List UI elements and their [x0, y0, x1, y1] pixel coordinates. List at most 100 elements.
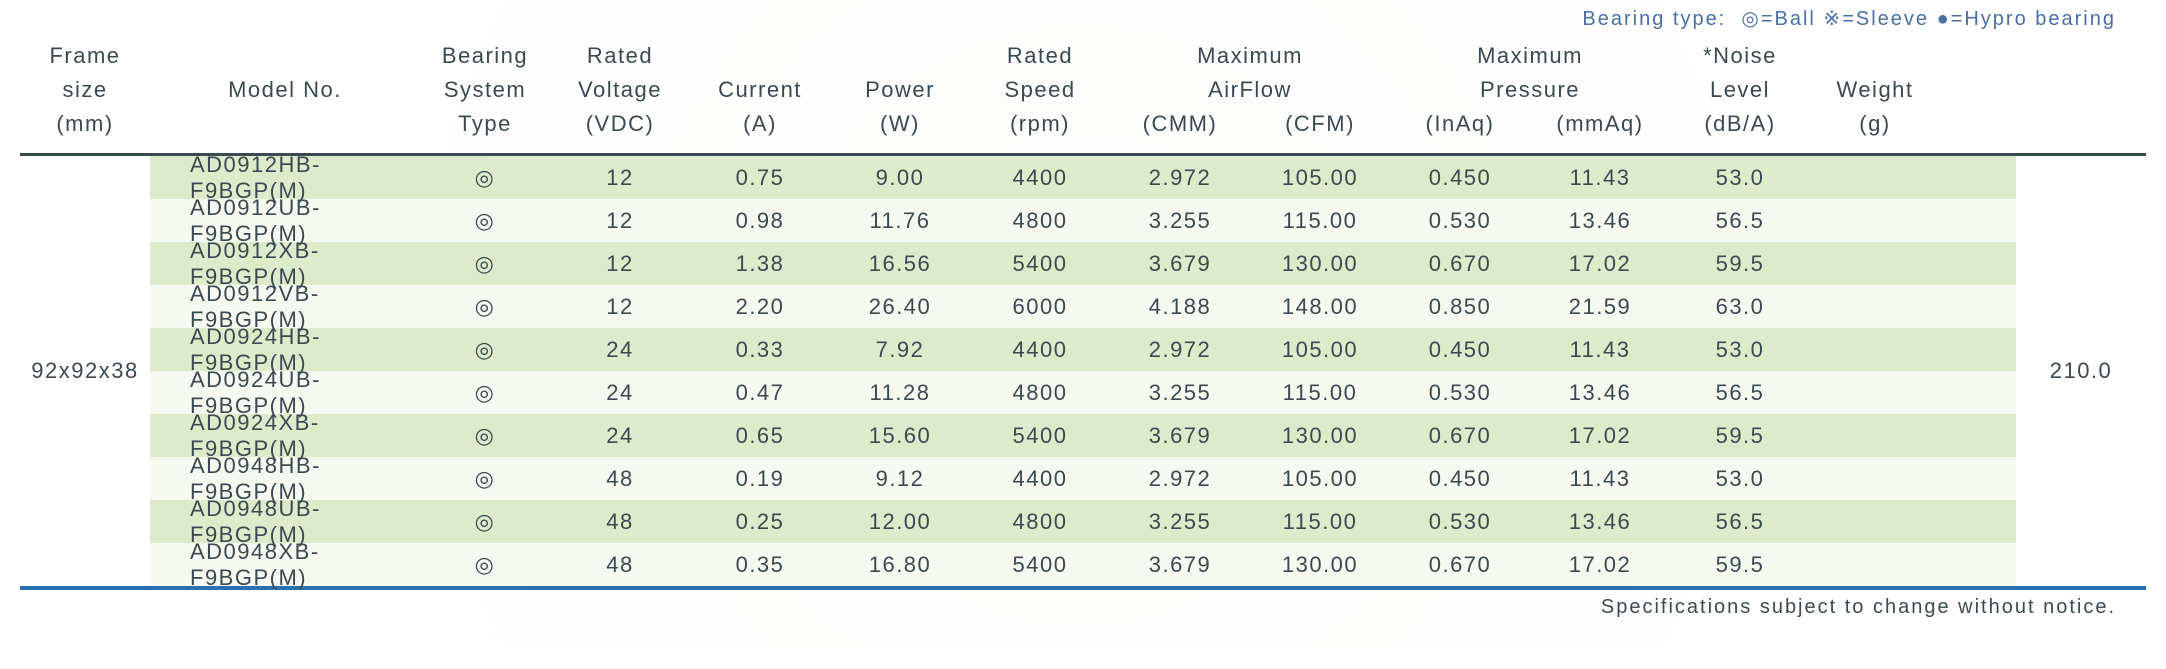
header-weight: Weight (g)	[1810, 39, 1940, 141]
cell-voltage: 12	[550, 165, 690, 191]
header-frame-l2: size	[20, 73, 150, 107]
header-model-l2: Model No.	[150, 73, 420, 107]
cell-current: 0.98	[690, 208, 830, 234]
cell-noise: 63.0	[1670, 294, 1810, 320]
table-row: AD0912XB-F9BGP(M)◎121.3816.5654003.67913…	[150, 242, 2016, 285]
header-frame: Frame size (mm)	[20, 39, 150, 141]
header-frame-l3: (mm)	[20, 107, 150, 141]
cell-current: 2.20	[690, 294, 830, 320]
cell-mmaq: 17.02	[1530, 423, 1670, 449]
table-header: Frame size (mm) Model No. Bearing System…	[20, 31, 2146, 149]
cell-current: 0.75	[690, 165, 830, 191]
cell-inaq: 0.450	[1390, 165, 1530, 191]
cell-current: 0.65	[690, 423, 830, 449]
cell-noise: 59.5	[1670, 552, 1810, 578]
frame-size-cell: 92x92x38	[20, 156, 150, 586]
cell-cfm: 105.00	[1250, 337, 1390, 363]
cell-inaq: 0.850	[1390, 294, 1530, 320]
cell-inaq: 0.670	[1390, 423, 1530, 449]
header-pressure-l1: Maximum	[1390, 39, 1670, 73]
cell-bearing: ◎	[420, 423, 550, 449]
legend-sleeve-symbol: ※	[1823, 8, 1842, 30]
header-cfm: (CFM)	[1250, 107, 1390, 141]
cell-cmm: 3.679	[1110, 251, 1250, 277]
header-power: Power (W)	[830, 39, 970, 141]
cell-speed: 4800	[970, 509, 1110, 535]
cell-noise: 53.0	[1670, 337, 1810, 363]
cell-mmaq: 11.43	[1530, 337, 1670, 363]
cell-mmaq: 17.02	[1530, 552, 1670, 578]
header-voltage-l1: Rated	[550, 39, 690, 73]
header-pressure: Maximum Pressure (InAq) (mmAq)	[1390, 39, 1670, 141]
footer-note: Specifications subject to change without…	[20, 590, 2146, 619]
cell-voltage: 12	[550, 251, 690, 277]
header-frame-l1: Frame	[20, 39, 150, 73]
cell-speed: 4400	[970, 165, 1110, 191]
header-speed-l2: Speed	[970, 73, 1110, 107]
cell-mmaq: 11.43	[1530, 466, 1670, 492]
cell-power: 9.12	[830, 466, 970, 492]
header-noise-l3: (dB/A)	[1670, 107, 1810, 141]
header-bearing-l1: Bearing	[420, 39, 550, 73]
cell-power: 9.00	[830, 165, 970, 191]
cell-bearing: ◎	[420, 337, 550, 363]
cell-speed: 4400	[970, 337, 1110, 363]
bearing-type-legend: Bearing type: ◎=Ball ※=Sleeve ●=Hypro be…	[20, 0, 2146, 31]
cell-speed: 5400	[970, 552, 1110, 578]
table-row: AD0948UB-F9BGP(M)◎480.2512.0048003.25511…	[150, 500, 2016, 543]
cell-cfm: 105.00	[1250, 165, 1390, 191]
cell-power: 15.60	[830, 423, 970, 449]
legend-hypro-symbol: ●	[1937, 8, 1951, 30]
spec-table-container: VENTEL Bearing type: ◎=Ball ※=Sleeve ●=H…	[0, 0, 2166, 649]
cell-bearing: ◎	[420, 294, 550, 320]
cell-current: 1.38	[690, 251, 830, 277]
cell-cmm: 3.255	[1110, 509, 1250, 535]
header-speed: Rated Speed (rpm)	[970, 39, 1110, 141]
cell-bearing: ◎	[420, 165, 550, 191]
cell-cmm: 3.255	[1110, 380, 1250, 406]
cell-voltage: 12	[550, 208, 690, 234]
cell-bearing: ◎	[420, 466, 550, 492]
cell-voltage: 24	[550, 380, 690, 406]
spec-table: Frame size (mm) Model No. Bearing System…	[20, 31, 2146, 590]
cell-inaq: 0.450	[1390, 466, 1530, 492]
cell-noise: 59.5	[1670, 251, 1810, 277]
cell-voltage: 48	[550, 466, 690, 492]
header-bearing-l3: Type	[420, 107, 550, 141]
header-noise-l1: *Noise	[1670, 39, 1810, 73]
header-weight-l2: Weight	[1810, 73, 1940, 107]
header-inaq: (InAq)	[1390, 107, 1530, 141]
cell-speed: 5400	[970, 251, 1110, 277]
cell-model: AD0948XB-F9BGP(M)	[150, 539, 420, 591]
header-noise: *Noise Level (dB/A)	[1670, 39, 1810, 141]
header-voltage: Rated Voltage (VDC)	[550, 39, 690, 141]
cell-inaq: 0.670	[1390, 251, 1530, 277]
cell-inaq: 0.450	[1390, 337, 1530, 363]
header-current: Current (A)	[690, 39, 830, 141]
cell-cfm: 130.00	[1250, 552, 1390, 578]
cell-power: 16.80	[830, 552, 970, 578]
cell-inaq: 0.530	[1390, 380, 1530, 406]
cell-cfm: 115.00	[1250, 380, 1390, 406]
cell-speed: 4800	[970, 380, 1110, 406]
header-voltage-l3: (VDC)	[550, 107, 690, 141]
header-noise-l2: Level	[1670, 73, 1810, 107]
header-bearing-l2: System	[420, 73, 550, 107]
table-row: AD0912UB-F9BGP(M)◎120.9811.7648003.25511…	[150, 199, 2016, 242]
weight-cell: 210.0	[2016, 156, 2146, 586]
cell-bearing: ◎	[420, 509, 550, 535]
table-row: AD0912HB-F9BGP(M)◎120.759.0044002.972105…	[150, 156, 2016, 199]
cell-power: 16.56	[830, 251, 970, 277]
cell-noise: 53.0	[1670, 165, 1810, 191]
cell-current: 0.25	[690, 509, 830, 535]
header-power-l2: Power	[830, 73, 970, 107]
cell-cmm: 3.255	[1110, 208, 1250, 234]
cell-mmaq: 11.43	[1530, 165, 1670, 191]
cell-voltage: 48	[550, 552, 690, 578]
cell-cfm: 105.00	[1250, 466, 1390, 492]
cell-noise: 56.5	[1670, 380, 1810, 406]
cell-mmaq: 17.02	[1530, 251, 1670, 277]
cell-bearing: ◎	[420, 552, 550, 578]
cell-speed: 5400	[970, 423, 1110, 449]
header-current-l2: Current	[690, 73, 830, 107]
